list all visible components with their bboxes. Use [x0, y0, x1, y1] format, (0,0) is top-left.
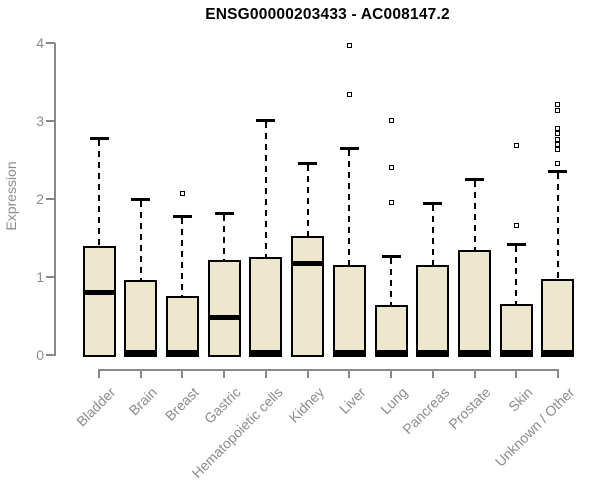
whisker-cap — [298, 161, 318, 165]
whisker-line — [431, 205, 434, 266]
x-axis-tick — [139, 371, 142, 378]
box-rect — [458, 249, 492, 357]
median-line — [499, 350, 533, 356]
median-line — [374, 350, 408, 356]
y-tick-label: 0 — [36, 347, 44, 363]
whisker-line — [223, 215, 226, 260]
box-rect — [541, 279, 575, 357]
outlier-point — [555, 126, 561, 132]
box-rect — [374, 305, 408, 357]
y-tick-label: 3 — [36, 113, 44, 129]
median-line — [249, 350, 283, 356]
whisker-cap — [506, 243, 526, 247]
x-tick-label: Skin — [505, 384, 536, 415]
whisker-line — [515, 246, 518, 304]
y-axis-tick — [46, 120, 55, 122]
box-rect — [291, 236, 325, 357]
y-tick-label: 1 — [36, 269, 44, 285]
whisker-line — [348, 149, 351, 266]
outlier-point — [513, 223, 519, 229]
outlier-point — [555, 108, 561, 114]
box-rect — [416, 265, 450, 357]
whisker-line — [556, 173, 559, 280]
box-rect — [332, 265, 366, 357]
box-rect — [124, 280, 158, 357]
x-axis-tick — [98, 371, 100, 378]
x-axis-tick — [515, 371, 518, 378]
outlier-point — [346, 91, 352, 97]
y-tick-label: 2 — [36, 191, 44, 207]
y-axis-tick — [46, 42, 55, 44]
outlier-point — [388, 117, 394, 123]
whisker-line — [181, 217, 184, 296]
outlier-point — [555, 161, 561, 167]
box-rect — [249, 256, 283, 357]
whisker-cap — [339, 146, 359, 150]
outlier-point — [555, 147, 561, 153]
outlier-point — [388, 199, 394, 205]
x-tick-label: Unknown / Other — [491, 384, 578, 470]
y-tick-label: 4 — [36, 35, 44, 51]
whisker-cap — [89, 136, 109, 140]
whisker-cap — [172, 214, 192, 218]
box-rect — [165, 295, 199, 357]
median-line — [416, 350, 450, 356]
whisker-line — [98, 139, 100, 246]
whisker-line — [264, 122, 267, 257]
x-axis-tick — [223, 371, 226, 378]
x-tick-label: Prostate — [445, 384, 494, 433]
whisker-cap — [256, 119, 276, 123]
box-rect — [207, 259, 241, 357]
x-axis-tick — [264, 371, 267, 378]
median-line — [332, 350, 366, 356]
outlier-point — [513, 142, 519, 148]
y-axis-tick — [46, 354, 55, 356]
outlier-point — [346, 42, 352, 48]
outlier-point — [555, 141, 561, 147]
median-line — [541, 350, 575, 356]
chart-title: ENSG00000203433 - AC008147.2 — [205, 6, 450, 23]
x-axis-tick — [348, 371, 351, 378]
whisker-cap — [548, 170, 568, 174]
outlier-point — [555, 102, 561, 108]
outlier-point — [555, 137, 561, 143]
median-line — [207, 315, 241, 321]
y-axis-line — [54, 43, 56, 356]
median-line — [82, 290, 116, 296]
x-axis-tick — [473, 371, 476, 378]
median-line — [458, 350, 492, 356]
whisker-line — [306, 164, 309, 237]
x-tick-label: Kidney — [285, 384, 327, 426]
box-rect — [499, 303, 533, 357]
x-axis-tick — [431, 371, 434, 378]
box-rect — [82, 245, 116, 357]
outlier-point — [179, 191, 185, 197]
y-axis-tick — [46, 198, 55, 200]
x-axis-line — [98, 369, 559, 371]
whisker-cap — [131, 198, 151, 202]
x-tick-label: Brain — [125, 384, 161, 419]
x-tick-label: Bladder — [72, 384, 119, 430]
x-axis-tick — [306, 371, 309, 378]
whisker-line — [390, 258, 393, 306]
whisker-cap — [423, 202, 443, 206]
x-axis-tick — [390, 371, 393, 378]
median-line — [291, 261, 325, 267]
x-axis-tick — [181, 371, 184, 378]
outlier-point — [388, 165, 394, 171]
y-axis-tick — [46, 276, 55, 278]
whisker-line — [473, 180, 476, 250]
x-tick-label: Liver — [335, 384, 369, 417]
median-line — [165, 350, 199, 356]
x-tick-label: Lung — [377, 384, 411, 418]
x-tick-label: Breast — [161, 384, 202, 424]
whisker-cap — [381, 255, 401, 259]
whisker-cap — [465, 177, 485, 181]
whisker-cap — [214, 212, 234, 216]
median-line — [124, 350, 158, 356]
whisker-line — [139, 201, 142, 281]
x-axis-tick — [556, 371, 559, 378]
outlier-point — [555, 130, 561, 136]
